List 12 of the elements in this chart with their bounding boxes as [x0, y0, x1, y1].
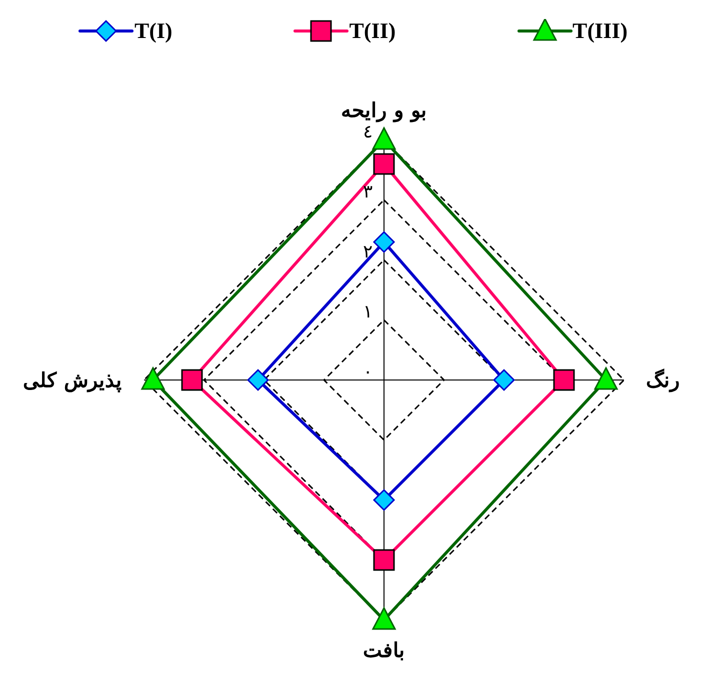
legend-label: T(III): [572, 18, 628, 44]
y-tick-label: ۱: [363, 302, 373, 322]
legend-label: T(II): [348, 18, 396, 44]
spoke-label: بافت: [363, 638, 405, 662]
y-tick-label: ٠: [363, 362, 373, 382]
spoke-label: بو و رایحه: [341, 98, 427, 123]
y-tick-label: ۳: [363, 182, 373, 202]
y-tick-label: ۲: [363, 242, 373, 262]
spoke-label: پذیرش کلی: [23, 368, 122, 393]
spoke-label: رنگ: [646, 368, 680, 393]
legend-label: T(I): [133, 18, 172, 44]
y-tick-label: ٤: [363, 122, 373, 142]
